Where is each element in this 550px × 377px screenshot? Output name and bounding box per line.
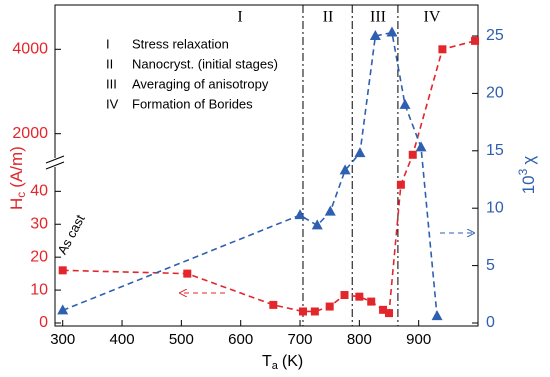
plot-frame	[54, 4, 479, 327]
legend-label: Formation of Borides	[132, 96, 253, 111]
y2-axis-label: 103 χ	[516, 156, 538, 195]
y2-tick-label: 10	[486, 199, 504, 216]
x-tick-label: 600	[228, 331, 253, 348]
x-axis-label-part: (K)	[282, 353, 303, 370]
legend-label: Stress relaxation	[132, 36, 229, 51]
y-tick-label: 30	[30, 215, 48, 232]
y-axis-label-part: H	[7, 198, 26, 210]
marker	[311, 219, 323, 230]
y-tick-label: 2000	[12, 125, 48, 142]
x-axis-label: Ta (K)	[262, 353, 303, 372]
axis-break	[45, 155, 65, 164]
marker	[310, 307, 319, 316]
marker	[325, 302, 334, 311]
marker	[57, 304, 69, 315]
y-axis-label-part: (A/m)	[7, 146, 26, 188]
series-line	[62, 40, 476, 315]
y2-tick-label: 0	[486, 314, 495, 331]
legend-label: Averaging of anisotropy	[132, 76, 269, 91]
legend-numeral: I	[106, 36, 110, 51]
y2-tick-label: 5	[486, 257, 495, 274]
marker	[386, 26, 398, 37]
y2-axis-label-part: 10	[519, 175, 538, 194]
y2-axis-label-part: χ	[519, 156, 538, 165]
marker	[354, 147, 366, 158]
y2-axis-label-part: 3	[516, 168, 530, 175]
x-tick-label: 300	[50, 331, 75, 348]
x-tick-label: 800	[347, 331, 372, 348]
annotation: As cast	[54, 212, 87, 257]
stage-numeral: II	[323, 9, 334, 26]
marker	[355, 292, 364, 301]
marker	[340, 291, 349, 300]
marker	[339, 164, 351, 175]
marker	[369, 29, 381, 40]
marker	[471, 36, 480, 45]
x-tick-label: 900	[406, 331, 431, 348]
marker	[396, 180, 405, 189]
marker	[385, 309, 394, 318]
marker	[324, 205, 336, 216]
marker	[294, 209, 306, 220]
legend-label: Nanocryst. (initial stages)	[132, 56, 278, 71]
marker	[298, 307, 307, 316]
x-axis-label-part: T	[262, 353, 272, 370]
stage-numeral: III	[370, 9, 386, 26]
y-axis-label-part: c	[14, 192, 28, 198]
marker	[415, 141, 427, 152]
marker	[431, 310, 443, 321]
y-tick-label: 40	[30, 183, 48, 200]
marker	[183, 269, 192, 278]
x-tick-label: 400	[110, 331, 135, 348]
marker	[367, 297, 376, 306]
marker	[379, 305, 388, 314]
legend-numeral: III	[106, 76, 117, 91]
y2-tick-label: 20	[486, 85, 504, 102]
x-tick-label: 700	[288, 331, 313, 348]
marker	[58, 266, 67, 275]
y2-tick-label: 25	[486, 27, 504, 44]
y-tick-label: 4000	[12, 41, 48, 58]
y2-tick-label: 15	[486, 142, 504, 159]
stage-numeral: IV	[424, 9, 441, 26]
marker	[408, 150, 417, 159]
marker	[438, 45, 447, 54]
axis-break	[45, 161, 65, 170]
legend-numeral: II	[106, 56, 113, 71]
y-tick-label: 10	[30, 281, 48, 298]
legend-numeral: IV	[106, 96, 119, 111]
series-line	[62, 31, 438, 317]
y-axis-label: Hc (A/m)	[7, 146, 28, 210]
y-tick-label: 20	[30, 248, 48, 265]
marker	[399, 98, 411, 109]
x-tick-label: 500	[169, 331, 194, 348]
x-axis-label-part: a	[272, 360, 279, 372]
y-tick-label: 0	[39, 314, 48, 331]
axis-break-gap	[40, 158, 62, 167]
stage-numeral: I	[237, 9, 242, 26]
marker	[269, 300, 278, 309]
